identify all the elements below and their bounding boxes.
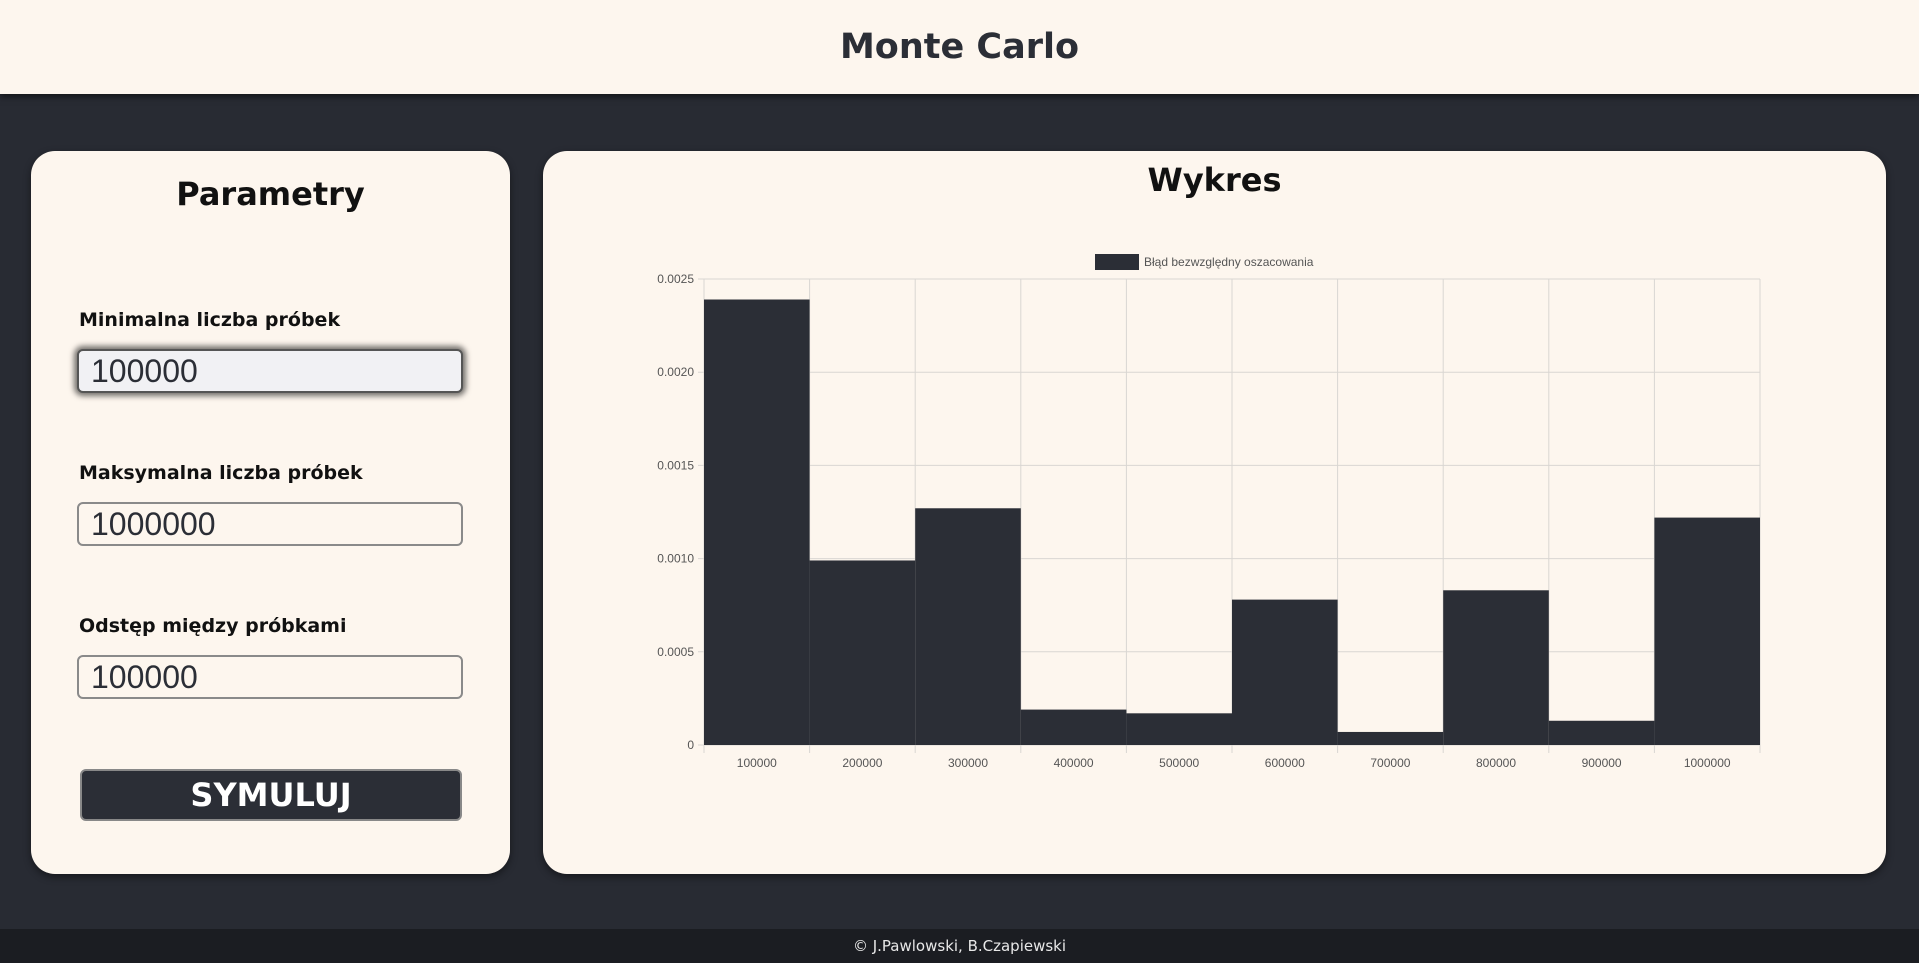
y-tick-label: 0.0025 xyxy=(657,272,694,286)
y-tick-label: 0.0020 xyxy=(657,365,694,379)
x-tick-label: 300000 xyxy=(948,756,988,770)
min-samples-input[interactable] xyxy=(77,349,463,393)
bar[interactable] xyxy=(1126,713,1232,745)
bar[interactable] xyxy=(1337,731,1444,745)
sample-step-label: Odstęp między próbkami xyxy=(79,615,347,637)
x-tick-label: 900000 xyxy=(1582,756,1622,770)
footer: © J.Pawlowski, B.Czapiewski xyxy=(0,929,1919,963)
bar[interactable] xyxy=(809,560,916,745)
page-title: Monte Carlo xyxy=(839,27,1080,67)
y-tick-label: 0 xyxy=(687,738,694,752)
sample-step-input[interactable] xyxy=(77,655,463,699)
x-tick-label: 700000 xyxy=(1370,756,1410,770)
bar[interactable] xyxy=(1548,720,1655,745)
x-tick-label: 800000 xyxy=(1476,756,1516,770)
x-tick-label: 400000 xyxy=(1054,756,1094,770)
simulate-button[interactable]: SYMULUJ xyxy=(80,769,462,821)
min-samples-label: Minimalna liczba próbek xyxy=(79,309,341,331)
max-samples-label: Maksymalna liczba próbek xyxy=(79,462,363,484)
x-tick-label: 500000 xyxy=(1159,756,1199,770)
max-samples-input[interactable] xyxy=(77,502,463,546)
parameters-panel: Parametry Minimalna liczba próbek Maksym… xyxy=(31,151,510,874)
y-tick-label: 0.0015 xyxy=(657,458,694,472)
chart-title: Wykres xyxy=(1147,161,1282,199)
x-tick-label: 100000 xyxy=(737,756,777,770)
x-tick-label: 200000 xyxy=(842,756,882,770)
bar[interactable] xyxy=(915,508,1021,745)
bar[interactable] xyxy=(1443,590,1549,745)
bar[interactable] xyxy=(1654,517,1760,745)
legend-label[interactable]: Błąd bezwzględny oszacowania xyxy=(1144,255,1314,269)
footer-text: © J.Pawlowski, B.Czapiewski xyxy=(852,937,1067,955)
bar[interactable] xyxy=(1232,599,1338,745)
top-bar: Monte Carlo xyxy=(0,0,1919,94)
y-tick-label: 0.0010 xyxy=(657,552,694,566)
bar-chart: 0 0.0005 0.0010 0.0015 0.0020 0.0025 100000 200… xyxy=(657,254,1761,770)
legend-swatch xyxy=(1095,254,1139,270)
parameters-title: Parametry xyxy=(176,175,365,213)
bar[interactable] xyxy=(1020,709,1127,745)
x-tick-label: 1000000 xyxy=(1684,756,1731,770)
chart-panel: Wykres 0 0.0005 0.0010 0.0015 0.0020 0.0025 10… xyxy=(543,151,1886,874)
y-tick-label: 0.0005 xyxy=(657,645,694,659)
x-tick-label: 600000 xyxy=(1265,756,1305,770)
bar[interactable] xyxy=(704,299,810,745)
